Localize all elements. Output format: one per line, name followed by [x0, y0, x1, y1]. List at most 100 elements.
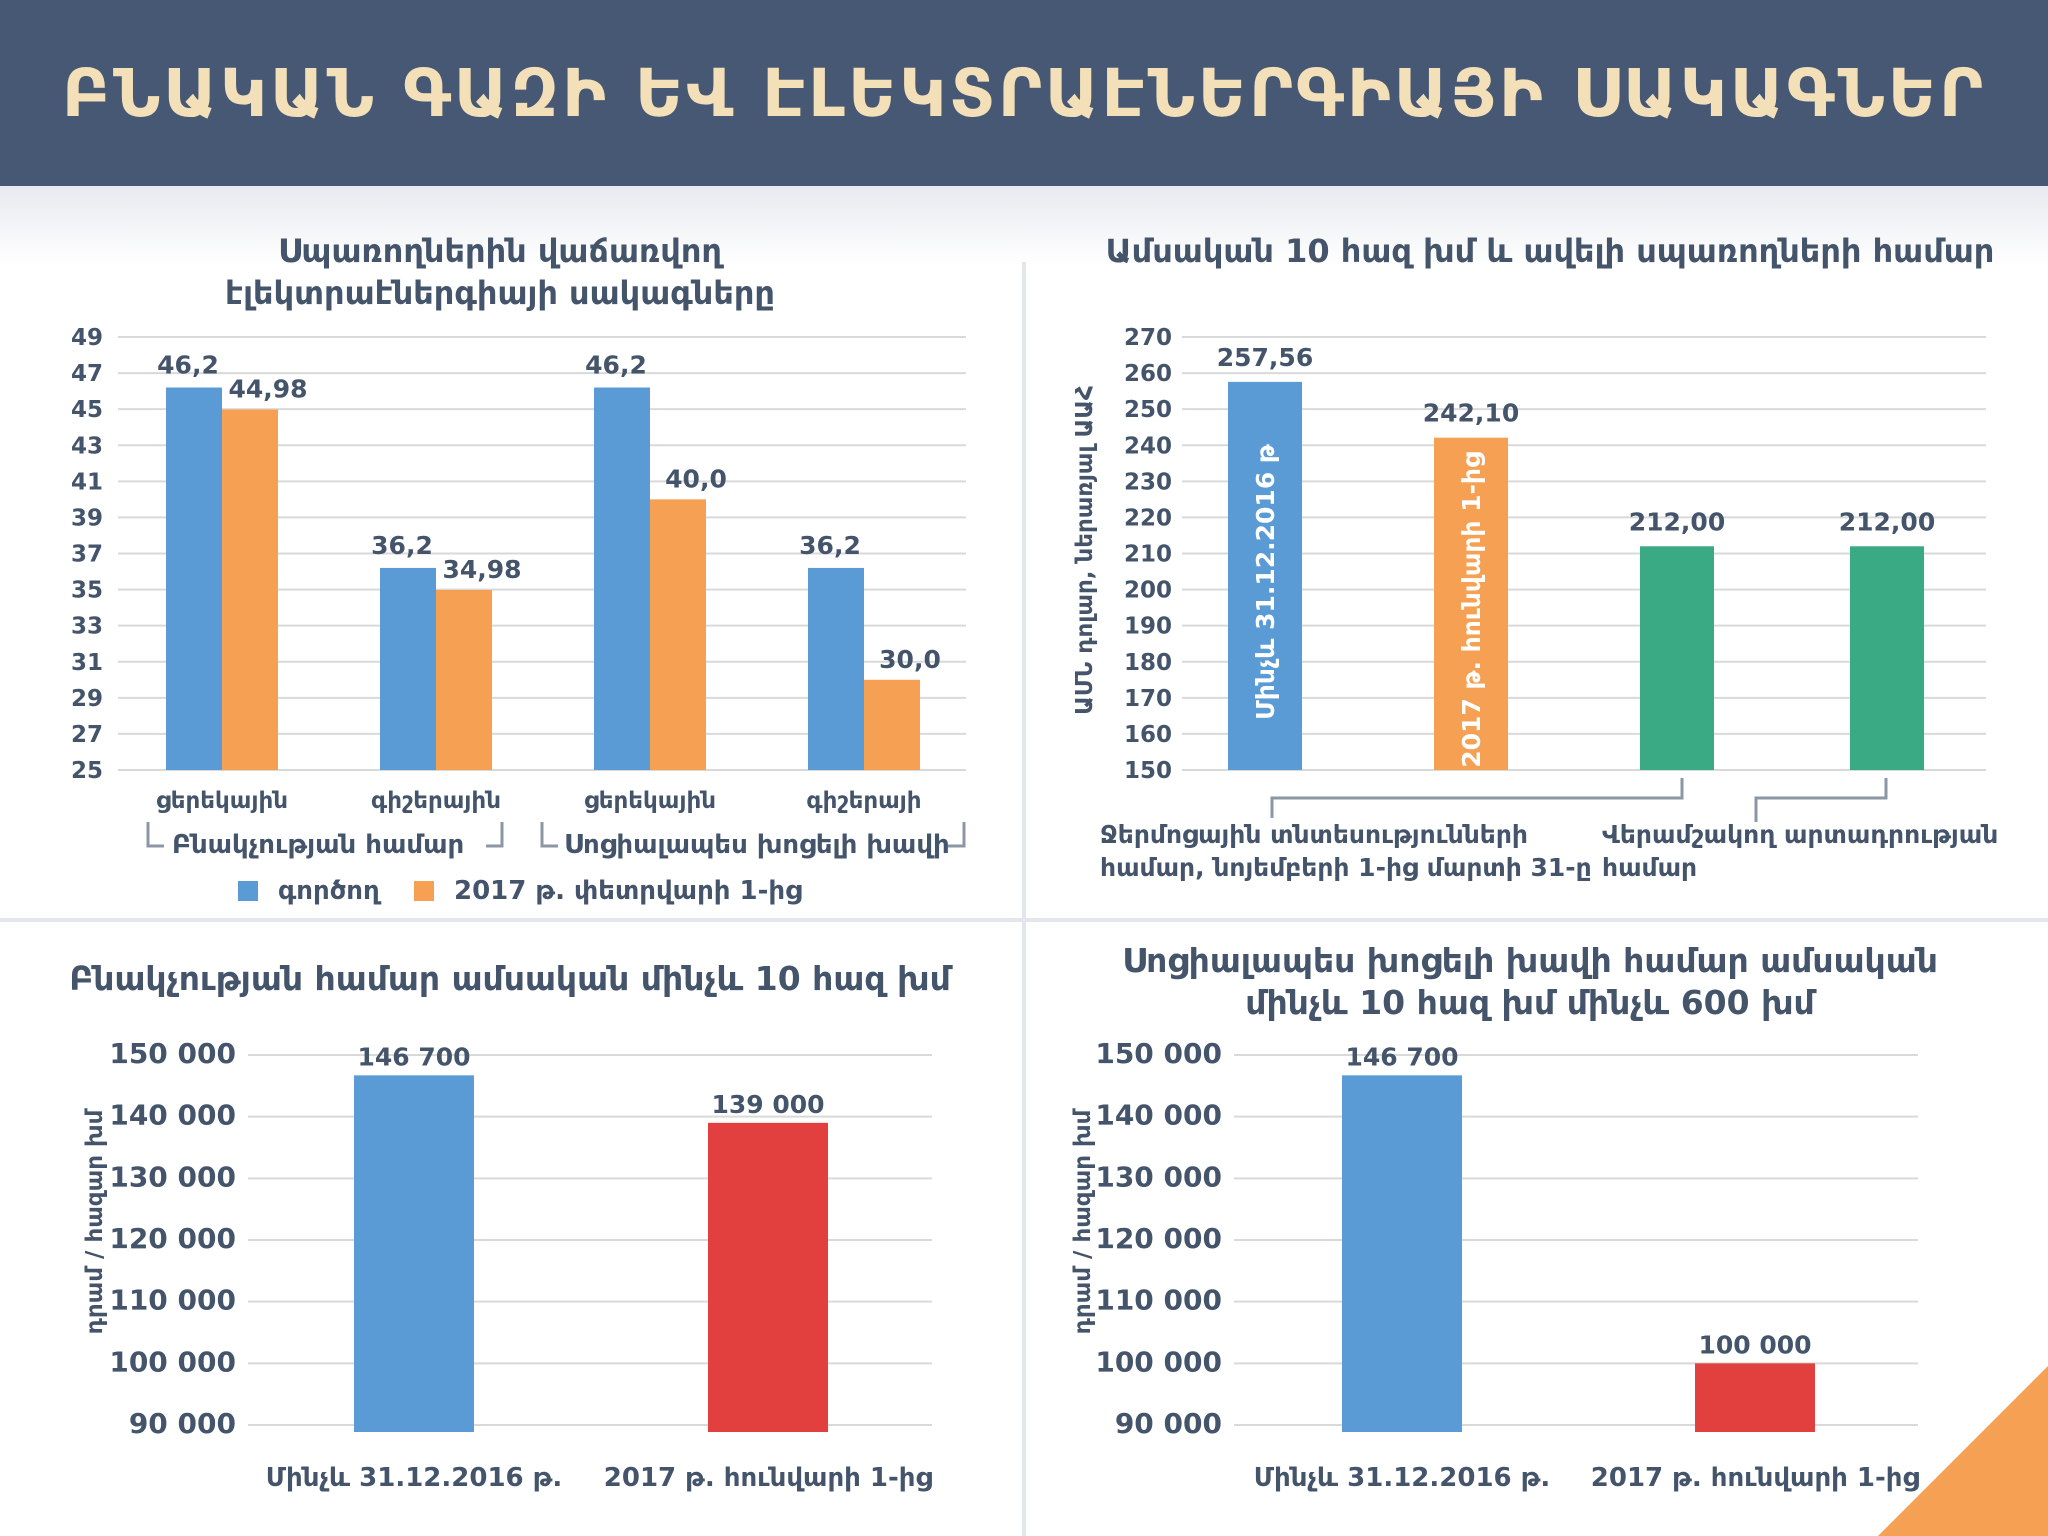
- y-tick-label: 100 000: [1095, 1345, 1222, 1378]
- y-tick-label: 90 000: [129, 1407, 236, 1440]
- bar: [222, 409, 278, 770]
- chart-title-gas-residents: Բնակչության համար ամսական մինչև 10 հազ խ…: [69, 959, 951, 998]
- group-bracket-left: [146, 822, 164, 848]
- data-label: 34,98: [442, 555, 521, 584]
- y-tick-label: 150 000: [109, 1037, 236, 1070]
- y-tick-label: 220: [1124, 505, 1172, 531]
- y-tick-label: 41: [71, 469, 103, 495]
- y-tick-label: 130 000: [1095, 1160, 1222, 1193]
- y-tick-label: 230: [1124, 469, 1172, 495]
- y-tick-label: 150: [1124, 758, 1172, 784]
- legend-item-current: գործող: [238, 876, 380, 906]
- horizontal-divider: [0, 918, 2048, 922]
- corner-decoration: [1878, 1366, 2048, 1536]
- y-tick-label: 43: [71, 433, 103, 459]
- bar: [808, 567, 864, 770]
- data-label: 242,10: [1423, 399, 1519, 428]
- group-label-residents: Բնակչության համար: [172, 830, 465, 860]
- note-greenhouse: Ջերմոցային տնտեսությունների համար, նոյեմ…: [1100, 820, 1592, 882]
- y-tick-label: 37: [71, 542, 103, 568]
- data-label: 36,2: [371, 531, 433, 560]
- y-tick-label: 25: [71, 758, 103, 784]
- y-axis-label: ԱՄՆ դոլար, ներառյալ ԱԱՀ: [1072, 385, 1098, 715]
- x-category-label: գիշերային: [371, 788, 501, 814]
- bar: [1850, 546, 1924, 770]
- y-axis-label: դրամ / հազար խմ: [1070, 1107, 1096, 1334]
- x-category-label: 2017 թ. հունվարի 1-ից: [1591, 1463, 1920, 1493]
- x-category-label: ցերեկային: [156, 788, 288, 814]
- chart-title-gas-vulnerable: Սոցիալապես խոցելի խավի համար ամսական մին…: [1122, 941, 1938, 1022]
- legend-swatch-blue: [238, 881, 258, 901]
- x-category-label: Մինչև 31.12.2016 թ.: [1254, 1463, 1550, 1493]
- legend-item-2017: 2017 թ. փետրվարի 1-ից: [414, 876, 802, 906]
- data-label: 36,2: [799, 531, 861, 560]
- legend-label-current: գործող: [278, 876, 380, 906]
- bar: [1228, 381, 1302, 770]
- bar-inner-label: Մինչև 31.12.2016 թ: [1251, 444, 1280, 720]
- y-tick-label: 140 000: [1095, 1099, 1222, 1132]
- x-category-label: Մինչև 31.12.2016 թ.: [266, 1463, 562, 1493]
- y-tick-label: 31: [71, 650, 103, 676]
- page-title: ԲՆԱԿԱՆ ԳԱԶԻ ԵՎ ԷԼԵԿՏՐԱԷՆԵՐԳԻԱՅԻ ՍԱԿԱԳՆԵՐ: [62, 54, 1986, 132]
- vertical-divider: [1022, 262, 1026, 1536]
- x-category-label: գիշերայի: [806, 788, 921, 814]
- group-bracket-right: [948, 822, 966, 848]
- legend-swatch-orange: [414, 881, 434, 901]
- data-label: 100 000: [1698, 1330, 1811, 1359]
- data-label: 146 700: [357, 1042, 470, 1071]
- legend-label-2017: 2017 թ. փետրվարի 1-ից: [454, 876, 802, 906]
- chart-title-gas-large-consumers: Ամսական 10 հազ խմ և ավելի սպառողների համ…: [1105, 232, 1995, 270]
- bar: [1434, 437, 1508, 770]
- bar: [650, 499, 706, 770]
- bar: [354, 1075, 474, 1432]
- bar: [380, 567, 436, 770]
- data-label: 46,2: [585, 351, 647, 380]
- y-tick-label: 130 000: [109, 1160, 236, 1193]
- data-label: 40,0: [665, 464, 727, 493]
- y-tick-label: 90 000: [1115, 1407, 1222, 1440]
- y-tick-label: 200: [1124, 578, 1172, 604]
- header-banner: ԲՆԱԿԱՆ ԳԱԶԻ ԵՎ ԷԼԵԿՏՐԱԷՆԵՐԳԻԱՅԻ ՍԱԿԱԳՆԵՐ: [0, 0, 2048, 186]
- y-tick-label: 190: [1124, 614, 1172, 640]
- group-bracket-right: [540, 822, 558, 848]
- bar: [166, 387, 222, 770]
- y-tick-label: 29: [71, 686, 103, 712]
- y-tick-label: 47: [71, 361, 103, 387]
- data-label: 212,00: [1629, 507, 1725, 536]
- x-category-label: ցերեկային: [584, 788, 716, 814]
- y-tick-label: 250: [1124, 397, 1172, 423]
- x-category-label: 2017 թ. հունվարի 1-ից: [604, 1463, 933, 1493]
- note-connector-greenhouse: [1270, 778, 1684, 818]
- y-tick-label: 170: [1124, 686, 1172, 712]
- data-label: 44,98: [228, 375, 307, 404]
- y-tick-label: 110 000: [1095, 1284, 1222, 1317]
- y-tick-label: 27: [71, 722, 103, 748]
- y-tick-label: 150 000: [1095, 1037, 1222, 1070]
- chart-title-electricity-tariffs: Սպառողներին վաճառվող էլեկտրաէներգիայի սա…: [225, 232, 775, 312]
- note-processing: Վերամշակող արտադրության համար: [1602, 820, 1999, 882]
- y-tick-label: 260: [1124, 361, 1172, 387]
- bar: [1342, 1075, 1462, 1432]
- bar: [436, 589, 492, 770]
- data-label: 139 000: [711, 1090, 824, 1119]
- y-tick-label: 120 000: [109, 1222, 236, 1255]
- data-label: 146 700: [1345, 1042, 1458, 1071]
- bar: [1695, 1363, 1815, 1432]
- header-fade: [0, 186, 2048, 266]
- y-axis-label: դրամ / հազար խմ: [82, 1107, 108, 1334]
- bar-inner-label: 2017 թ. հունվարի 1-ից: [1457, 452, 1486, 768]
- y-tick-label: 270: [1124, 325, 1172, 351]
- y-tick-label: 49: [71, 325, 103, 351]
- bar: [864, 679, 920, 770]
- group-label-vulnerable: Սոցիալապես խոցելի խավի: [564, 830, 950, 860]
- data-label: 46,2: [157, 351, 219, 380]
- y-tick-label: 33: [71, 614, 103, 640]
- y-tick-label: 180: [1124, 650, 1172, 676]
- y-tick-label: 35: [71, 578, 103, 604]
- y-tick-label: 45: [71, 397, 103, 423]
- bar: [708, 1122, 828, 1432]
